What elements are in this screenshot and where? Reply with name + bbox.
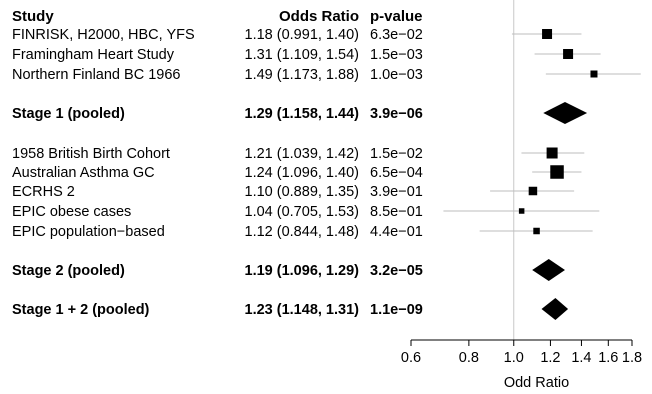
row-label: ECRHS 2 [12,184,75,200]
pooled-diamond [543,102,588,124]
p-value-cell: 6.5e−04 [370,165,423,181]
odds-ratio-cell: 1.21 (1.039, 1.42) [245,146,359,162]
column-header-odds-ratio: Odds Ratio [279,8,359,25]
odds-ratio-cell: 1.23 (1.148, 1.31) [245,302,360,318]
point-estimate-square [590,70,598,78]
p-value-cell: 3.9e−01 [370,184,423,200]
row-label: Stage 1 + 2 (pooled) [12,302,150,318]
x-tick-label: 1.8 [622,350,642,366]
row-label: Northern Finland BC 1966 [12,67,180,83]
p-value-cell: 1.0e−03 [370,67,423,83]
odds-ratio-cell: 1.29 (1.158, 1.44) [245,106,360,122]
x-tick-label: 0.6 [401,350,421,366]
x-tick-label: 1.6 [598,350,618,366]
row-label: Framingham Heart Study [12,47,175,63]
x-tick-label: 0.8 [459,350,479,366]
odds-ratio-cell: 1.04 (0.705, 1.53) [245,204,359,220]
x-tick-label: 1.2 [540,350,560,366]
p-value-cell: 8.5e−01 [370,204,423,220]
p-value-cell: 6.3e−02 [370,27,423,43]
x-axis-label: Odd Ratio [504,375,569,391]
odds-ratio-cell: 1.19 (1.096, 1.29) [245,263,360,279]
row-label: Stage 1 (pooled) [12,106,125,122]
odds-ratio-cell: 1.10 (0.889, 1.35) [245,184,359,200]
odds-ratio-cell: 1.24 (1.096, 1.40) [245,165,359,181]
point-estimate-square [542,29,553,39]
row-label: Stage 2 (pooled) [12,263,125,279]
point-estimate-square [550,165,564,179]
p-value-cell: 3.2e−05 [370,263,423,279]
odds-ratio-cell: 1.12 (0.844, 1.48) [245,224,359,240]
x-tick-label: 1.4 [571,350,591,366]
row-label: Australian Asthma GC [12,165,155,181]
row-label: FINRISK, H2000, HBC, YFS [12,27,195,43]
odds-ratio-cell: 1.31 (1.109, 1.54) [245,47,359,63]
point-estimate-square [528,186,538,196]
row-label: EPIC population−based [12,224,165,240]
row-label: EPIC obese cases [12,204,131,220]
odds-ratio-cell: 1.18 (0.991, 1.40) [245,27,359,43]
odds-ratio-cell: 1.49 (1.173, 1.88) [245,67,359,83]
point-estimate-square [546,147,558,159]
point-estimate-square [518,208,525,214]
pooled-diamond [532,259,565,281]
p-value-cell: 3.9e−06 [370,106,423,122]
p-value-cell: 1.5e−03 [370,47,423,63]
x-tick-label: 1.0 [504,350,524,366]
p-value-cell: 1.5e−02 [370,146,423,162]
point-estimate-square [563,49,574,59]
column-header-p-value: p-value [370,8,423,25]
p-value-cell: 1.1e−09 [370,302,423,318]
point-estimate-square [533,227,540,235]
column-header-study: Study [12,8,54,25]
p-value-cell: 4.4e−01 [370,224,423,240]
row-label: 1958 British Birth Cohort [12,146,170,162]
pooled-diamond [541,298,569,320]
